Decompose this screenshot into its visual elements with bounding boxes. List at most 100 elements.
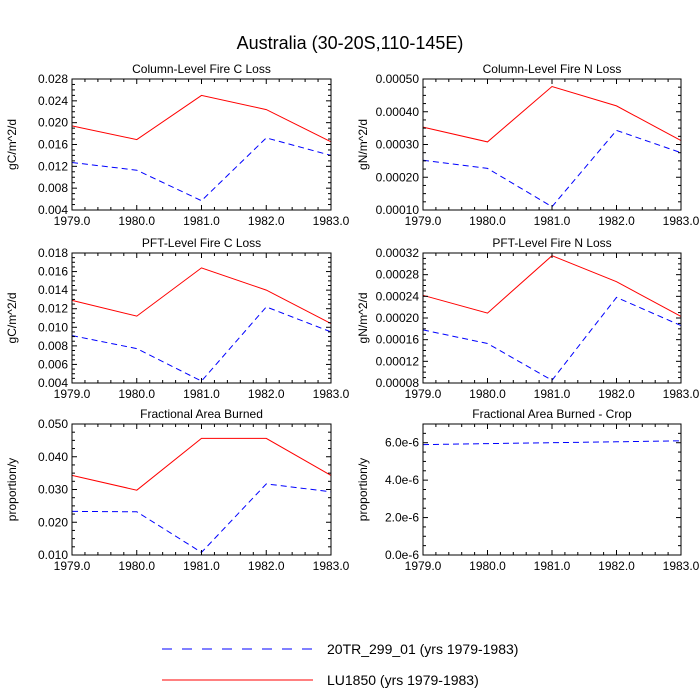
series-line-lu1850 — [422, 85, 682, 143]
y-axis-label: gN/m^2/d — [356, 119, 370, 170]
y-tick-label: 0.004 — [38, 203, 68, 217]
y-tick-label: 0.018 — [38, 246, 68, 260]
x-tick-label: 1979.0 — [405, 559, 442, 573]
panel-2: Column-Level Fire N Loss gN/m^2/d 1979.0 19… — [356, 62, 700, 228]
x-tick-label: 1979.0 — [405, 387, 442, 401]
panel-title: Column-Level Fire N Loss — [483, 62, 622, 76]
y-tick-label: 0.00030 — [376, 138, 420, 152]
y-tick-label: 0.050 — [38, 417, 68, 431]
y-tick-label: 0.028 — [38, 72, 68, 86]
panel-title: PFT-Level Fire N Loss — [492, 236, 611, 250]
panel-5: Fractional Area Burned proportion/y 1979.0… — [5, 407, 350, 573]
legend-label-20tr: 20TR_299_01 (yrs 1979-1983) — [327, 641, 518, 657]
y-tick-label: 0.00008 — [376, 376, 420, 390]
x-tick-label: 1981.0 — [183, 214, 220, 228]
panel-6: Fractional Area Burned - Crop proportion/… — [356, 407, 700, 573]
x-tick-label: 1983.0 — [663, 387, 700, 401]
x-tick-label: 1981.0 — [534, 214, 571, 228]
x-tick-label: 1980.0 — [118, 387, 155, 401]
y-tick-label: 0.030 — [38, 483, 68, 497]
y-tick-label: 0.008 — [38, 181, 68, 195]
plot-frame — [422, 252, 682, 384]
y-tick-label: 0.00028 — [376, 268, 420, 282]
panel-title: Fractional Area Burned - Crop — [472, 407, 632, 421]
y-tick-label: 0.020 — [38, 515, 68, 529]
x-tick-label: 1979.0 — [54, 387, 91, 401]
series-line-20tr — [422, 129, 682, 208]
x-tick-label: 1980.0 — [118, 559, 155, 573]
x-tick-label: 1983.0 — [663, 559, 700, 573]
x-tick-label: 1980.0 — [469, 387, 506, 401]
figure-title: Australia (30-20S,110-145E) — [237, 33, 464, 53]
y-tick-label: 0.00040 — [376, 105, 420, 119]
panels: Column-Level Fire C Loss gC/m^2/d 1979.0 19… — [5, 62, 700, 573]
panel-3: PFT-Level Fire C Loss gC/m^2/d 1979.0 1980.… — [5, 236, 350, 401]
series-line-lu1850 — [422, 255, 682, 317]
x-tick-label: 1982.0 — [248, 387, 285, 401]
y-tick-label: 0.00016 — [376, 333, 420, 347]
y-tick-label: 0.012 — [38, 302, 68, 316]
x-tick-label: 1981.0 — [183, 387, 220, 401]
x-tick-label: 1979.0 — [405, 214, 442, 228]
y-tick-label: 0.00024 — [376, 289, 420, 303]
y-tick-label: 0.016 — [38, 265, 68, 279]
y-axis-label: proportion/y — [5, 458, 19, 521]
x-tick-label: 1982.0 — [598, 387, 635, 401]
x-tick-label: 1979.0 — [54, 214, 91, 228]
y-axis-label: gC/m^2/d — [5, 293, 19, 344]
y-tick-label: 0.008 — [38, 339, 68, 353]
x-tick-label: 1980.0 — [469, 559, 506, 573]
x-tick-label: 1979.0 — [54, 559, 91, 573]
series-line-lu1850 — [71, 267, 332, 325]
plot-frame — [71, 252, 332, 384]
y-tick-label: 0.0e-6 — [385, 548, 419, 562]
y-tick-label: 0.00010 — [376, 203, 420, 217]
x-tick-label: 1983.0 — [313, 559, 350, 573]
x-tick-label: 1980.0 — [118, 214, 155, 228]
y-tick-label: 0.016 — [38, 138, 68, 152]
y-tick-label: 0.00032 — [376, 246, 420, 260]
x-tick-label: 1982.0 — [248, 559, 285, 573]
y-tick-label: 0.010 — [38, 320, 68, 334]
y-axis-label: gN/m^2/d — [356, 293, 370, 344]
series-line-lu1850 — [71, 94, 332, 143]
panel-4: PFT-Level Fire N Loss gN/m^2/d 1979.0 1980.… — [356, 236, 700, 401]
y-tick-label: 0.00020 — [376, 311, 420, 325]
x-tick-label: 1983.0 — [313, 387, 350, 401]
series-line-20tr — [71, 306, 332, 382]
x-tick-label: 1981.0 — [183, 559, 220, 573]
x-tick-label: 1980.0 — [469, 214, 506, 228]
panel-title: Column-Level Fire C Loss — [132, 62, 271, 76]
y-tick-label: 0.014 — [38, 283, 68, 297]
y-tick-label: 6.0e-6 — [385, 436, 419, 450]
x-tick-label: 1983.0 — [663, 214, 700, 228]
plot-frame — [71, 423, 332, 556]
y-tick-label: 0.00050 — [376, 72, 420, 86]
y-tick-label: 2.0e-6 — [385, 511, 419, 525]
y-axis-label: gC/m^2/d — [5, 119, 19, 170]
y-tick-label: 0.006 — [38, 357, 68, 371]
x-tick-label: 1982.0 — [248, 214, 285, 228]
x-tick-label: 1983.0 — [313, 214, 350, 228]
y-tick-label: 0.00012 — [376, 354, 420, 368]
x-tick-label: 1981.0 — [534, 559, 571, 573]
legend-label-lu1850: LU1850 (yrs 1979-1983) — [327, 672, 479, 688]
y-axis-label: proportion/y — [356, 458, 370, 521]
series-line-20tr — [422, 440, 682, 446]
y-tick-label: 0.024 — [38, 94, 68, 108]
panel-1: Column-Level Fire C Loss gC/m^2/d 1979.0 19… — [5, 62, 350, 228]
series-line-20tr — [71, 483, 332, 554]
panel-title: Fractional Area Burned — [140, 407, 263, 421]
x-tick-label: 1982.0 — [598, 559, 635, 573]
y-tick-label: 0.010 — [38, 548, 68, 562]
series-line-lu1850 — [71, 437, 332, 491]
y-tick-label: 4.0e-6 — [385, 473, 419, 487]
y-tick-label: 0.00020 — [376, 170, 420, 184]
x-tick-label: 1981.0 — [534, 387, 571, 401]
legend: 20TR_299_01 (yrs 1979-1983) LU1850 (yrs 1… — [162, 641, 518, 688]
y-tick-label: 0.004 — [38, 376, 68, 390]
plot-frame — [422, 78, 682, 211]
series-line-20tr — [71, 137, 332, 202]
y-tick-label: 0.040 — [38, 450, 68, 464]
